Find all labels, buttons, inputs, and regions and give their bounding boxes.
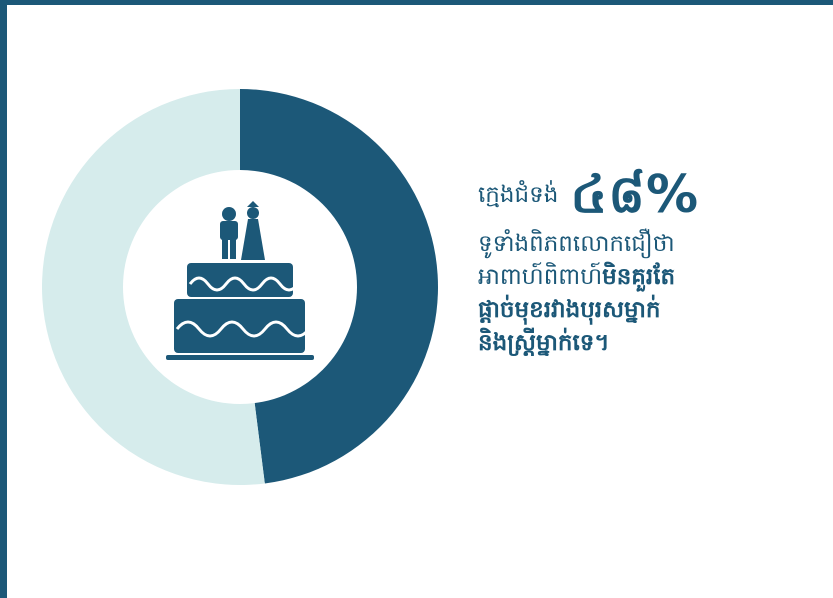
intro-label: ក្មេងជំទង់ — [478, 181, 559, 208]
statement-line-4: ផ្ដាច់មុខរវាងបុរសម្នាក់ — [478, 297, 661, 323]
statement-line-5: និងស្ត្រីម្នាក់ទេ។ — [478, 330, 610, 356]
statement-line-3-regular: អាពាហ៍ពិពាហ៍ — [478, 264, 603, 290]
statement-line-2: ទូទាំងពិភពលោកជឿថា — [478, 231, 675, 257]
statement-line-3: អាពាហ៍ពិពាហ៍មិនគួរតែ — [478, 261, 823, 294]
stat-headline: ក្មេងជំទង់ ៤៨% — [478, 162, 823, 228]
stat-value: ៤៨% — [570, 165, 700, 225]
stat-text-block: ក្មេងជំទង់ ៤៨% ទូទាំងពិភពលោកជឿថា អាពាហ៍ព… — [478, 162, 823, 360]
wedding-cake-icon — [166, 201, 314, 360]
statement-line-3-bold: មិនគួរតែ — [602, 264, 676, 290]
